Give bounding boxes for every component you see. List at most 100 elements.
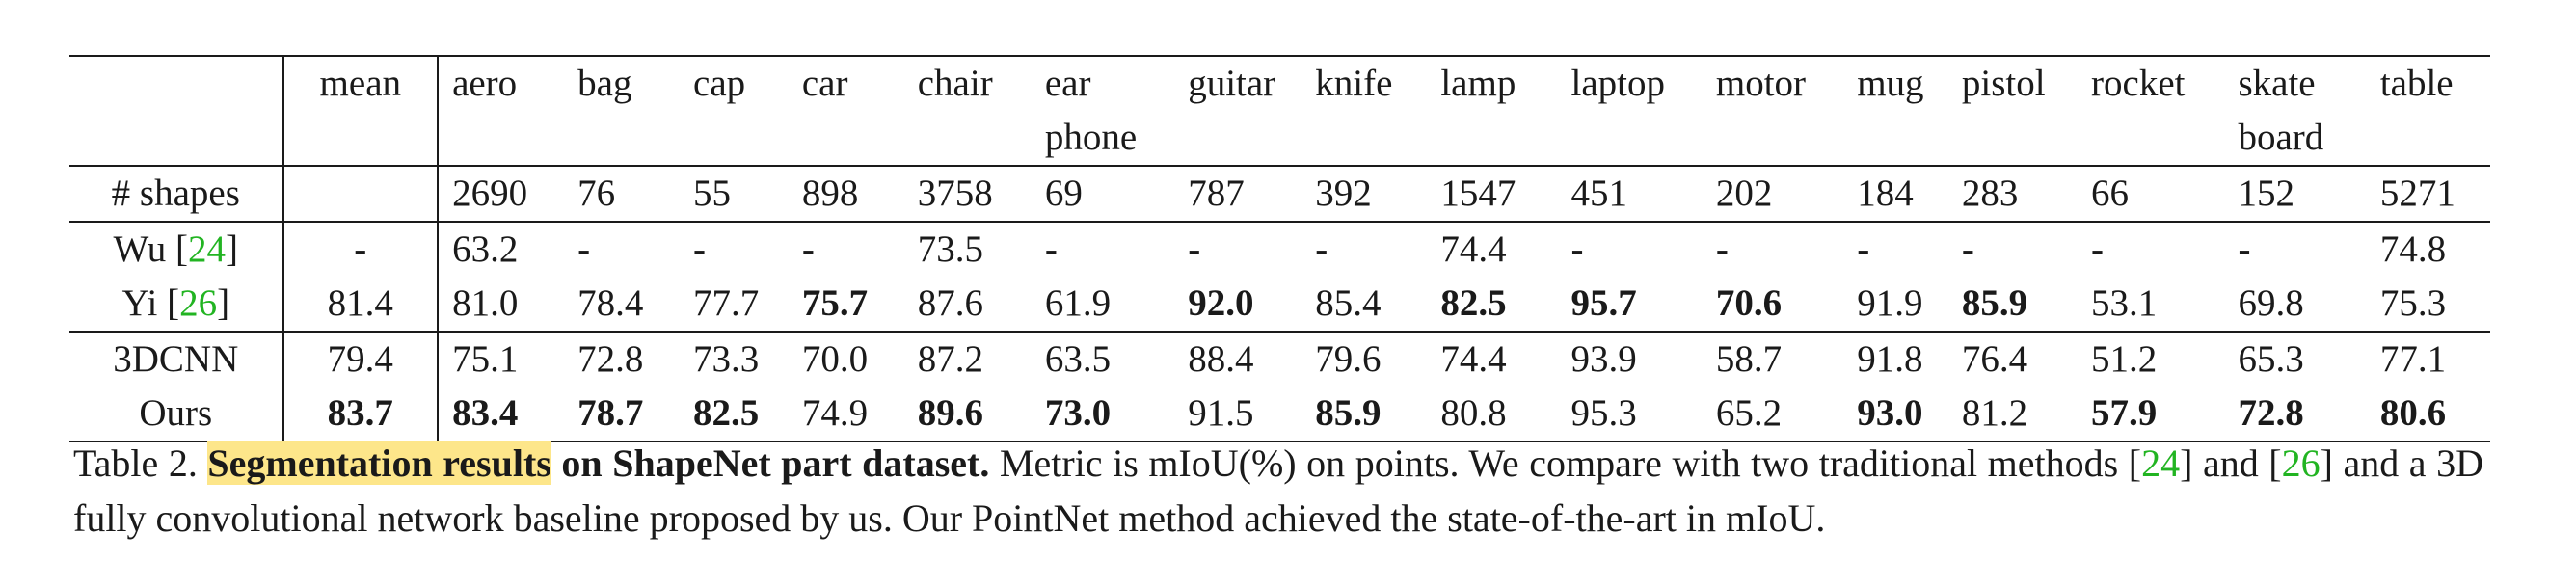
table-cell: 82.5 [1440, 282, 1507, 324]
row-label: 3DCNN [69, 331, 284, 387]
column-header: lamp [1427, 55, 1558, 166]
table-cell: 51.2 [2078, 331, 2225, 387]
table-cell: 91.8 [1843, 331, 1948, 387]
table-cell: 74.8 [2366, 221, 2490, 277]
table-cell: 95.7 [1570, 282, 1637, 324]
table-cell: 70.6 [1715, 282, 1783, 324]
table-cell: 92.0 [1188, 282, 1254, 324]
table-cell: 78.4 [577, 282, 644, 324]
citation-link[interactable]: 24 [188, 228, 226, 270]
table-cell: 85.4 [1315, 282, 1382, 324]
table-cell: - [2078, 221, 2225, 277]
table-cell: 5271 [2366, 165, 2490, 222]
table-cell: 61.9 [1044, 282, 1112, 324]
caption-text-2: ] and [ [2180, 441, 2282, 485]
method-row: Ours 83.7 83.4 78.7 82.5 74.9 89.6 73.0 91.5 85.9… [69, 387, 2490, 442]
table-cell: - [2224, 221, 2367, 277]
table-cell: - [788, 221, 904, 277]
results-table-container: mean aero bag cap car chair ear phone guit… [69, 55, 2490, 442]
table-cell: - [1557, 221, 1703, 277]
table-cell: 184 [1843, 165, 1948, 222]
table-cell: 95.3 [1557, 387, 1703, 442]
table-cell: 81.2 [1947, 387, 2079, 442]
table-cell: 72.8 [564, 331, 681, 387]
table-cell: 152 [2224, 165, 2367, 222]
table-cell: 2690 [438, 165, 565, 222]
column-header: bag [564, 55, 681, 166]
table-cell: 91.5 [1174, 387, 1302, 442]
table-cell: 78.7 [564, 387, 681, 442]
table-cell: 74.9 [788, 387, 904, 442]
table-cell: 81.4 [282, 277, 440, 332]
table-cell: - [1301, 221, 1428, 277]
table-cell: 898 [788, 165, 904, 222]
table-cell: 76.4 [1947, 331, 2079, 387]
table-cell: 73.5 [903, 221, 1032, 277]
shapes-row: # shapes 2690 76 55 898 3758 69 787 392 1547 451 20… [69, 165, 2490, 222]
column-header: cap [680, 55, 789, 166]
table-cell: 87.6 [917, 282, 983, 324]
method-row: Wu [24] -63.2- - -73.5- - -74.4- - - - - -74.8 [69, 221, 2490, 277]
table-cell: - [1947, 221, 2079, 277]
table-cell: 79.4 [282, 331, 440, 387]
column-header: table [2366, 55, 2490, 166]
table-cell: 72.8 [2224, 387, 2367, 442]
column-header: car [788, 55, 904, 166]
table-cell: 83.4 [438, 387, 565, 442]
row-label: Wu [24] [69, 221, 284, 277]
column-header: chair [903, 55, 1032, 166]
table-cell: 83.7 [282, 387, 440, 442]
segmentation-results-table: mean aero bag cap car chair ear phone guit… [69, 55, 2490, 442]
table-cell: 3758 [903, 165, 1032, 222]
table-cell: 79.6 [1301, 331, 1428, 387]
table-cell: 74.4 [1427, 331, 1558, 387]
column-header: mug [1843, 55, 1948, 166]
table-cell: 65.3 [2224, 331, 2367, 387]
table-cell: 93.9 [1557, 331, 1703, 387]
table-cell: 66 [2078, 165, 2225, 222]
table-cell: 77.7 [693, 282, 760, 324]
caption-highlight: Segmentation results [207, 441, 551, 485]
column-header: skate board [2224, 55, 2367, 166]
table-cell [282, 165, 440, 222]
table-cell: 73.0 [1031, 387, 1175, 442]
row-label: # shapes [69, 165, 284, 222]
table-cell: 82.5 [680, 387, 789, 442]
table-cell: 787 [1174, 165, 1302, 222]
table-cell: - [1031, 221, 1175, 277]
column-header: motor [1702, 55, 1844, 166]
table-cell: 93.0 [1843, 387, 1948, 442]
table-cell: 80.8 [1427, 387, 1558, 442]
caption-prefix: Table 2. [73, 441, 208, 485]
column-header: knife [1301, 55, 1428, 166]
table-cell: 70.0 [788, 331, 904, 387]
column-header: mean [282, 55, 440, 166]
citation-link[interactable]: 26 [179, 282, 218, 324]
table-body: mean aero bag cap car chair ear phone guit… [69, 55, 2490, 442]
column-header: ear phone [1031, 55, 1175, 166]
caption-citation-24[interactable]: 24 [2141, 441, 2181, 485]
table-cell: 63.5 [1031, 331, 1175, 387]
table-cell: - [680, 221, 789, 277]
caption-text-1: Metric is mIoU(%) on points. We compare … [989, 441, 2142, 485]
row-label: Yi [26] [69, 277, 284, 332]
table-cell: 75.7 [801, 282, 869, 324]
column-header: guitar [1174, 55, 1302, 166]
table-cell: - [1702, 221, 1844, 277]
table-cell: 451 [1557, 165, 1703, 222]
table-cell: 81.0 [452, 282, 519, 324]
table-cell: 58.7 [1702, 331, 1844, 387]
table-cell: 55 [680, 165, 789, 222]
column-header: rocket [2078, 55, 2225, 166]
table-cell: 74.4 [1427, 221, 1558, 277]
table-cell: 87.2 [903, 331, 1032, 387]
table-cell: - [282, 221, 440, 277]
table-cell: 53.1 [2091, 282, 2158, 324]
method-row: Yi [26] 81.4 81.0 78.4 77.7 75.7 87.6 61.9 92.0 8… [69, 277, 2490, 332]
caption-citation-26[interactable]: 26 [2281, 441, 2321, 485]
table-cell: 202 [1702, 165, 1844, 222]
table-cell: 63.2 [438, 221, 565, 277]
table-cell: 77.1 [2366, 331, 2490, 387]
table-cell: 73.3 [680, 331, 789, 387]
table-cell: 91.9 [1857, 282, 1923, 324]
